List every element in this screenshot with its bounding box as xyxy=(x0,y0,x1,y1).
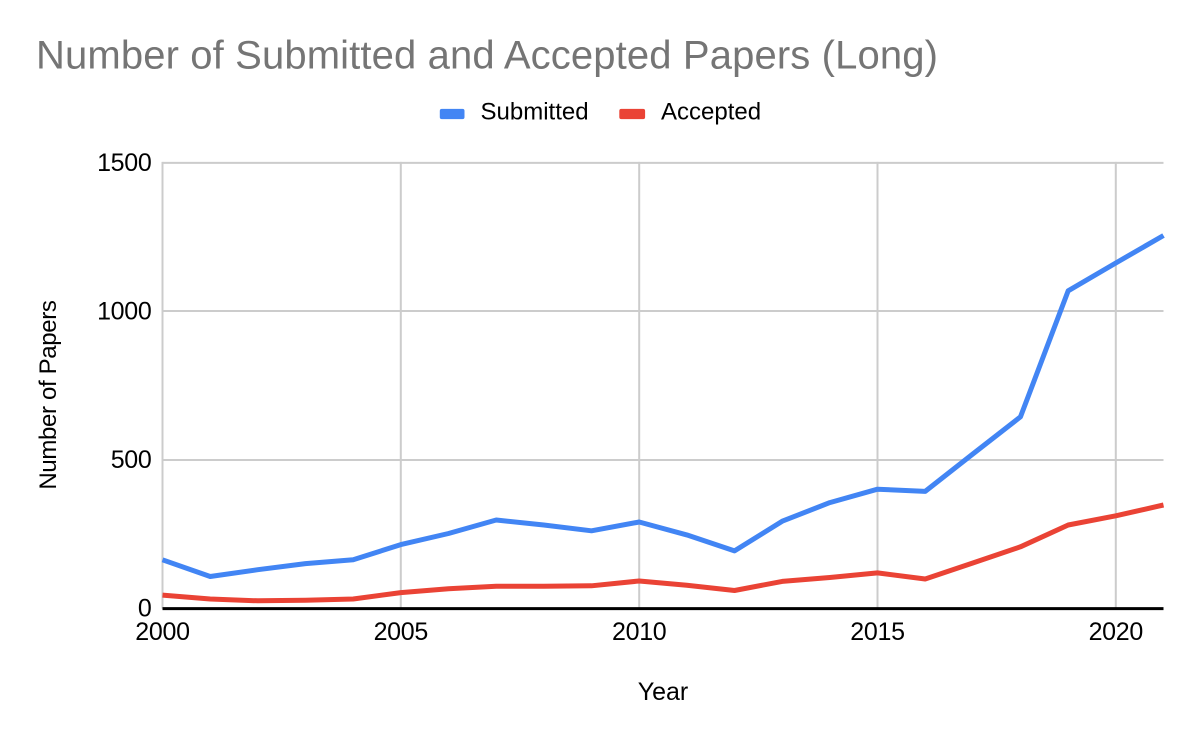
svg-text:2010: 2010 xyxy=(612,618,666,646)
svg-text:1000: 1000 xyxy=(97,298,151,326)
svg-text:Accepted: Accepted xyxy=(661,99,761,126)
svg-text:2015: 2015 xyxy=(850,618,904,646)
svg-text:1500: 1500 xyxy=(97,149,151,177)
svg-text:2005: 2005 xyxy=(374,618,428,646)
svg-text:Number of Papers: Number of Papers xyxy=(35,300,62,490)
svg-text:2020: 2020 xyxy=(1089,618,1143,646)
svg-text:Submitted: Submitted xyxy=(481,99,589,126)
svg-text:0: 0 xyxy=(138,594,152,622)
svg-text:500: 500 xyxy=(111,446,152,474)
svg-text:Year: Year xyxy=(638,678,689,706)
svg-text:2000: 2000 xyxy=(135,618,189,646)
svg-text:Number of Submitted and Accept: Number of Submitted and Accepted Papers … xyxy=(36,34,938,78)
